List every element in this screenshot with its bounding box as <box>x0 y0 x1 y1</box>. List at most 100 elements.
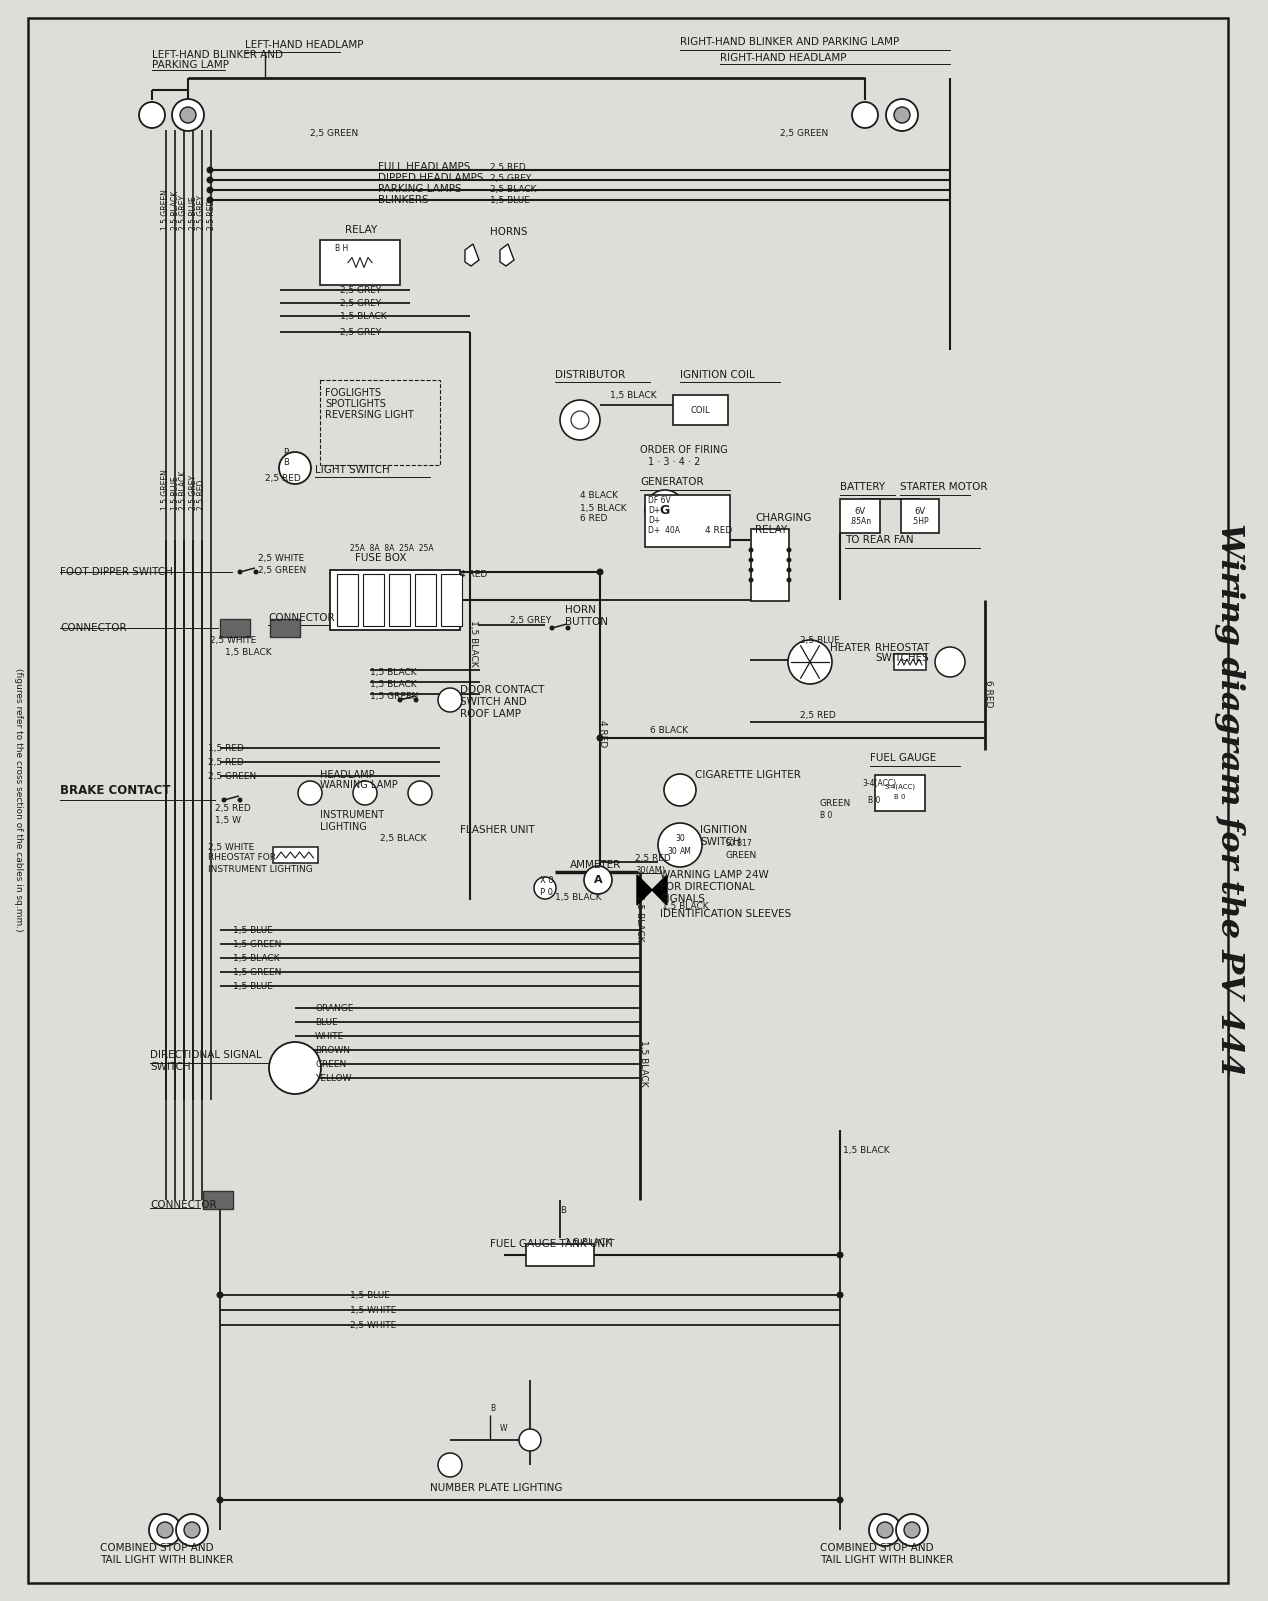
Circle shape <box>560 400 600 440</box>
Text: 1,5 BLUE: 1,5 BLUE <box>233 981 273 991</box>
Text: 2,5 WHITE: 2,5 WHITE <box>210 636 256 645</box>
Text: P: P <box>283 448 288 456</box>
Text: GREEN: GREEN <box>314 1060 346 1068</box>
Text: W: W <box>500 1423 507 1433</box>
Text: A: A <box>593 876 602 885</box>
Bar <box>902 500 940 533</box>
Text: 1 · 3 · 4 · 2: 1 · 3 · 4 · 2 <box>648 456 700 467</box>
Text: PARKING LAMP: PARKING LAMP <box>152 59 230 70</box>
Text: WARNING LAMP: WARNING LAMP <box>320 780 398 789</box>
Text: 2,5 GREEN: 2,5 GREEN <box>257 565 307 575</box>
Text: 25A  8A  8A  25A  25A: 25A 8A 8A 25A 25A <box>350 543 434 552</box>
Text: 1,5 BLUE: 1,5 BLUE <box>489 195 530 205</box>
Circle shape <box>150 1515 181 1547</box>
Text: 2.5 BLACK: 2.5 BLACK <box>180 471 189 511</box>
Circle shape <box>207 176 213 184</box>
Text: 1,5 RED: 1,5 RED <box>208 743 243 752</box>
Text: 2,5 RED: 2,5 RED <box>208 757 243 767</box>
Bar <box>337 575 359 626</box>
Text: 6 RED: 6 RED <box>984 680 993 708</box>
Text: 2,5 BLACK: 2,5 BLACK <box>380 834 426 842</box>
Text: RHEOSTAT FOR: RHEOSTAT FOR <box>208 852 276 861</box>
Bar <box>203 1191 233 1209</box>
Text: INSTRUMENT: INSTRUMENT <box>320 810 384 820</box>
Circle shape <box>837 1252 843 1258</box>
Text: ROOF LAMP: ROOF LAMP <box>460 709 521 719</box>
Text: 2,5 RED: 2,5 RED <box>265 474 301 482</box>
Text: LEFT-HAND HEADLAMP: LEFT-HAND HEADLAMP <box>245 40 364 50</box>
Text: LEFT-HAND BLINKER AND: LEFT-HAND BLINKER AND <box>152 50 283 59</box>
Circle shape <box>437 1454 462 1478</box>
Text: 2,5 GREEN: 2,5 GREEN <box>309 128 359 138</box>
Text: 1,5 BLACK: 1,5 BLACK <box>370 668 417 677</box>
Text: 2.5 BLUE: 2.5 BLUE <box>189 197 198 231</box>
Text: INSTRUMENT LIGHTING: INSTRUMENT LIGHTING <box>208 865 313 874</box>
Text: FUEL GAUGE TANK UNIT: FUEL GAUGE TANK UNIT <box>489 1239 615 1249</box>
Circle shape <box>217 1292 223 1298</box>
Text: 1.5 BLUE: 1.5 BLUE <box>170 477 180 511</box>
Circle shape <box>353 781 377 805</box>
Text: DIRECTIONAL SIGNAL: DIRECTIONAL SIGNAL <box>150 1050 261 1060</box>
Text: GREEN: GREEN <box>725 850 756 860</box>
Text: SWITCH AND: SWITCH AND <box>460 696 526 708</box>
Circle shape <box>437 688 462 712</box>
Text: 6V: 6V <box>855 506 866 516</box>
Text: 30: 30 <box>675 834 685 842</box>
Text: 3-4(ACC): 3-4(ACC) <box>862 778 896 788</box>
Text: FULL HEADLAMPS: FULL HEADLAMPS <box>378 162 470 171</box>
Text: LIGHTING: LIGHTING <box>320 821 366 833</box>
Bar <box>389 575 411 626</box>
Text: SWITCHES: SWITCHES <box>875 653 928 663</box>
Text: CONNECTOR: CONNECTOR <box>150 1201 217 1210</box>
Text: GREEN: GREEN <box>820 799 851 807</box>
Text: ORDER OF FIRING: ORDER OF FIRING <box>640 445 728 455</box>
Text: REVERSING LIGHT: REVERSING LIGHT <box>325 410 413 419</box>
Text: 1,5 BLACK: 1,5 BLACK <box>340 312 387 320</box>
Circle shape <box>664 773 696 805</box>
Circle shape <box>786 567 791 573</box>
Text: RIGHT-HAND BLINKER AND PARKING LAMP: RIGHT-HAND BLINKER AND PARKING LAMP <box>680 37 899 46</box>
Text: 4 RED: 4 RED <box>460 570 487 578</box>
Text: 2.5 RED: 2.5 RED <box>207 200 216 231</box>
Bar <box>751 528 789 600</box>
Circle shape <box>869 1515 902 1547</box>
Circle shape <box>172 99 204 131</box>
Bar <box>645 495 730 548</box>
Text: 1,5 GREEN: 1,5 GREEN <box>233 967 281 977</box>
Circle shape <box>585 866 612 893</box>
Circle shape <box>748 557 753 562</box>
Text: X 0: X 0 <box>540 876 554 884</box>
Text: RELAY: RELAY <box>345 226 378 235</box>
Circle shape <box>596 735 604 741</box>
Text: YELLOW: YELLOW <box>314 1074 351 1082</box>
Text: 2,5 GREEN: 2,5 GREEN <box>208 772 256 781</box>
Circle shape <box>549 626 554 631</box>
Text: P 0: P 0 <box>540 887 553 897</box>
Text: 1,5 BLACK: 1,5 BLACK <box>370 679 417 688</box>
Text: .5HP: .5HP <box>912 517 929 525</box>
Text: HORN: HORN <box>566 605 596 615</box>
Bar <box>875 775 924 812</box>
Text: COIL: COIL <box>690 405 710 415</box>
Text: 3-4(ACC): 3-4(ACC) <box>885 784 915 791</box>
Text: (figures refer to the cross section of the cables in sq.mm.): (figures refer to the cross section of t… <box>14 668 23 932</box>
Circle shape <box>279 451 311 484</box>
Circle shape <box>748 548 753 552</box>
Text: 2,5 RED: 2,5 RED <box>800 711 836 719</box>
Text: BLUE: BLUE <box>314 1018 337 1026</box>
Circle shape <box>176 1515 208 1547</box>
Text: NUMBER PLATE LIGHTING: NUMBER PLATE LIGHTING <box>430 1483 563 1494</box>
Polygon shape <box>500 243 514 266</box>
Circle shape <box>787 640 832 684</box>
Bar <box>273 847 317 863</box>
Text: DIPPED HEADLAMPS: DIPPED HEADLAMPS <box>378 173 483 183</box>
Text: FOGLIGHTS: FOGLIGHTS <box>325 387 380 399</box>
Text: DISTRIBUTOR: DISTRIBUTOR <box>555 370 625 379</box>
Text: 2,5 GREY: 2,5 GREY <box>510 615 552 624</box>
Text: LIGHT SWITCH: LIGHT SWITCH <box>314 464 389 475</box>
Text: 2,5 RED: 2,5 RED <box>489 162 526 171</box>
Text: 1,5 BLACK: 1,5 BLACK <box>610 391 657 400</box>
Text: 2.5 GREY: 2.5 GREY <box>189 475 198 511</box>
Text: RIGHT-HAND HEADLAMP: RIGHT-HAND HEADLAMP <box>720 53 847 62</box>
Text: PARKING LAMPS: PARKING LAMPS <box>378 184 462 194</box>
